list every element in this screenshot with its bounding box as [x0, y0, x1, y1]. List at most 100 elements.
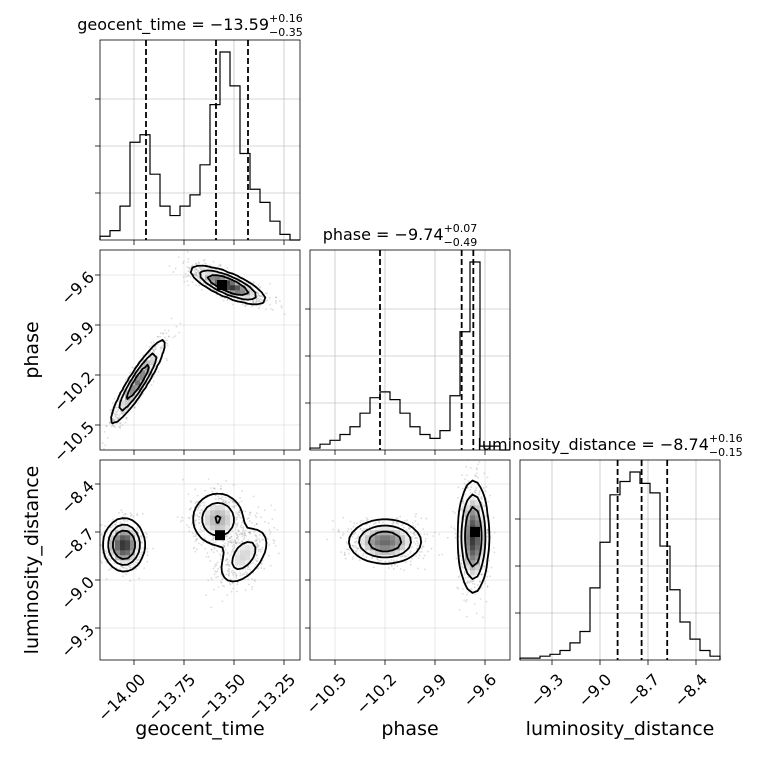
- sample-point: [461, 593, 464, 595]
- sample-point: [267, 522, 270, 525]
- density-cell: [210, 530, 216, 536]
- sample-point: [154, 347, 157, 350]
- density-cell: [135, 540, 141, 546]
- density-cell: [125, 535, 131, 541]
- title-prefix-value: luminosity_distance = −8.74: [477, 435, 708, 455]
- sample-point: [395, 559, 398, 562]
- sample-point: [113, 418, 116, 421]
- sample-point: [225, 558, 228, 561]
- sample-point: [474, 489, 476, 492]
- sample-point: [216, 549, 218, 552]
- sample-point: [172, 271, 175, 273]
- sample-point: [231, 303, 234, 306]
- sample-point: [223, 499, 225, 502]
- sample-point: [198, 542, 200, 545]
- sample-point: [231, 582, 234, 585]
- sample-point: [189, 267, 192, 270]
- sample-point: [363, 528, 365, 530]
- sample-point: [346, 542, 349, 545]
- sample-point: [488, 559, 491, 562]
- sample-point: [354, 550, 357, 553]
- sample-point: [95, 528, 97, 530]
- sample-point: [212, 537, 215, 540]
- sample-point: [377, 560, 380, 563]
- sample-point: [239, 574, 241, 577]
- sample-point: [397, 522, 400, 525]
- sample-point: [274, 544, 277, 547]
- density-cell: [240, 290, 246, 296]
- sample-point: [194, 268, 197, 270]
- sample-point: [146, 554, 149, 557]
- sample-point: [190, 507, 193, 509]
- sample-point: [150, 341, 153, 344]
- sample-point: [243, 533, 246, 535]
- sample-point: [343, 553, 346, 556]
- sample-point: [137, 559, 140, 562]
- sample-point: [224, 501, 227, 504]
- density-cell: [130, 385, 136, 391]
- density-cell: [250, 550, 256, 556]
- sample-point: [114, 523, 117, 526]
- sample-point: [472, 580, 475, 582]
- sample-point: [145, 536, 148, 539]
- sample-point: [246, 518, 249, 520]
- sample-point: [221, 584, 224, 587]
- title-prefix-value: phase = −9.74: [323, 225, 444, 244]
- sample-point: [230, 535, 233, 538]
- sample-point: [226, 558, 229, 561]
- sample-point: [399, 568, 402, 570]
- sample-point: [110, 425, 113, 428]
- sample-point: [413, 531, 416, 533]
- density-cell: [225, 290, 231, 296]
- sample-point: [484, 490, 487, 493]
- sample-point: [194, 535, 197, 538]
- sample-point: [226, 594, 229, 596]
- sample-point: [187, 516, 190, 519]
- sample-point: [226, 298, 229, 301]
- sample-point: [240, 573, 243, 576]
- sample-point: [409, 563, 412, 566]
- sample-point: [241, 303, 244, 306]
- sample-point: [256, 294, 259, 297]
- sample-point: [115, 413, 118, 416]
- sample-point: [409, 560, 412, 563]
- sample-point: [212, 551, 215, 554]
- sample-point: [259, 298, 262, 301]
- sample-point: [280, 306, 283, 309]
- sample-point: [359, 527, 362, 530]
- sample-point: [226, 570, 229, 572]
- sample-point: [121, 412, 124, 415]
- sample-point: [483, 504, 486, 507]
- density-cell: [220, 525, 226, 531]
- sample-point: [134, 563, 136, 566]
- sample-point: [257, 284, 260, 286]
- sample-point: [121, 566, 124, 569]
- sample-point: [207, 579, 210, 582]
- sample-point: [459, 555, 462, 557]
- density-cell: [210, 525, 216, 531]
- sample-point: [457, 486, 460, 489]
- sample-point: [362, 552, 365, 555]
- density-cell: [245, 555, 251, 561]
- sample-point: [409, 552, 412, 554]
- sample-point: [252, 300, 255, 303]
- sample-point: [474, 492, 477, 494]
- sample-point: [153, 349, 156, 351]
- sample-point: [262, 296, 264, 298]
- sample-point: [492, 546, 495, 549]
- sample-point: [203, 501, 206, 504]
- sample-point: [191, 532, 194, 535]
- sample-point: [414, 534, 416, 537]
- sample-point: [109, 567, 112, 570]
- sample-point: [261, 546, 264, 549]
- sample-point: [351, 558, 354, 560]
- sample-point: [390, 564, 393, 566]
- sample-point: [275, 296, 278, 299]
- sample-point: [256, 291, 259, 294]
- sample-point: [220, 487, 222, 490]
- sample-point: [275, 296, 277, 299]
- sample-point: [473, 602, 476, 605]
- sample-point: [461, 565, 463, 568]
- sample-point: [193, 269, 196, 271]
- sample-point: [424, 538, 427, 540]
